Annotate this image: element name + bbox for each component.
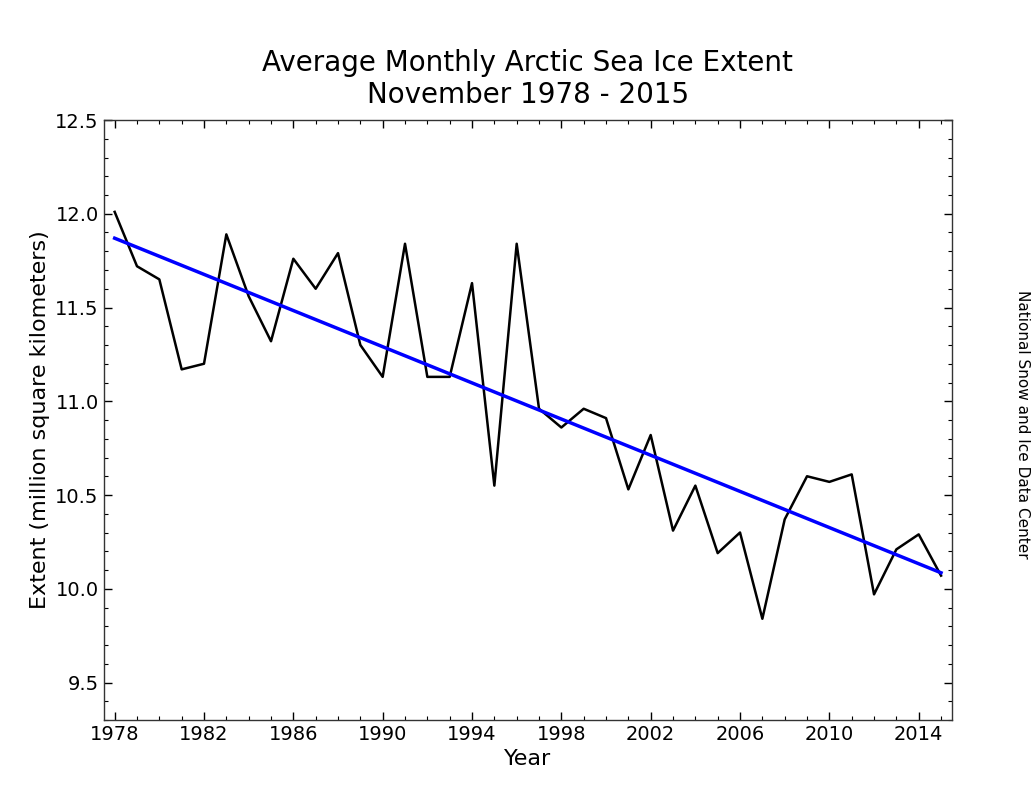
Title: Average Monthly Arctic Sea Ice Extent
November 1978 - 2015: Average Monthly Arctic Sea Ice Extent No… <box>263 49 793 110</box>
Text: National Snow and Ice Data Center: National Snow and Ice Data Center <box>1015 290 1030 558</box>
Y-axis label: Extent (million square kilometers): Extent (million square kilometers) <box>30 230 50 610</box>
X-axis label: Year: Year <box>504 750 552 770</box>
